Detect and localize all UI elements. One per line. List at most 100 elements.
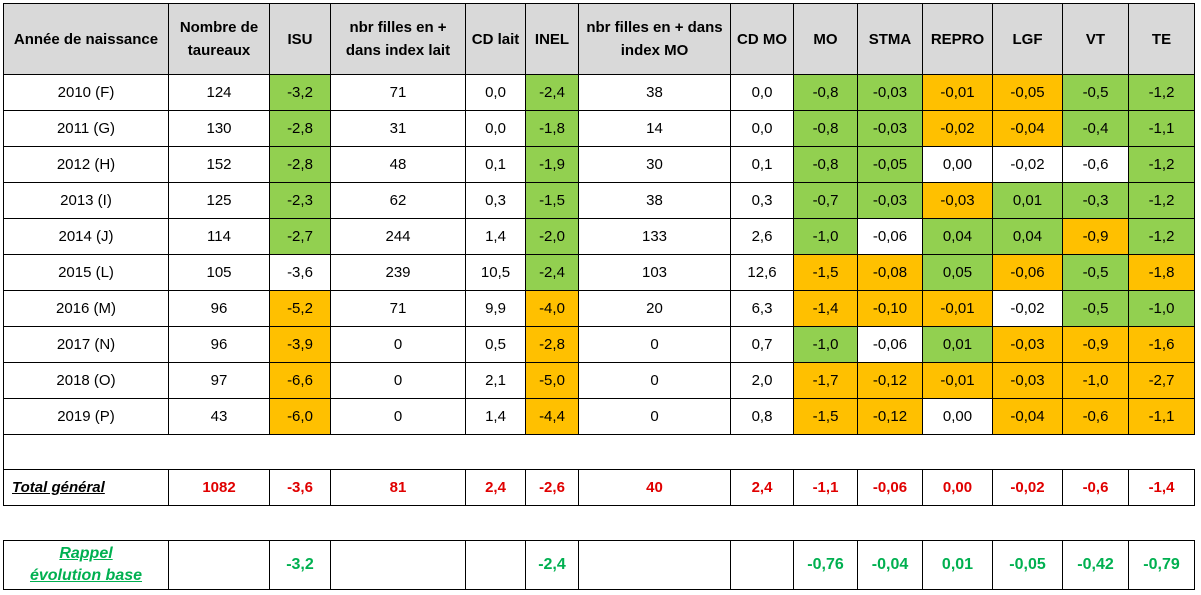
table-cell: -3,6: [269, 254, 331, 291]
table-cell: 239: [330, 254, 466, 291]
rappel-cell: [465, 540, 526, 590]
table-cell: 0: [330, 398, 466, 435]
table-cell: -1,0: [793, 326, 858, 363]
table-cell: -6,0: [269, 398, 331, 435]
table-cell: -0,03: [992, 326, 1063, 363]
table-cell: 0,1: [730, 146, 794, 183]
table-cell: -0,02: [992, 290, 1063, 327]
rappel-cell: -0,42: [1062, 540, 1129, 590]
table-cell: -0,04: [992, 110, 1063, 147]
table-cell: -4,0: [525, 290, 579, 327]
rappel-label: Rappel évolution base: [3, 540, 169, 590]
rappel-cell: -2,4: [525, 540, 579, 590]
table-cell: -2,8: [269, 110, 331, 147]
rappel-row: Rappel évolution base -3,2 -2,4 -0,76 -0,04 0,…: [3, 540, 1195, 590]
rappel-cell: -3,2: [269, 540, 331, 590]
rappel-label-line2: évolution base: [29, 567, 143, 584]
table-cell: 105: [168, 254, 270, 291]
table-cell: 1,4: [465, 218, 526, 255]
table-cell: 0,0: [465, 110, 526, 147]
table-cell: 133: [578, 218, 731, 255]
table-row: 2016 (M) 96 -5,2 71 9,9 -4,0 20 6,3 -1,4 -0,10 -0,…: [3, 290, 1195, 327]
column-header: VT: [1062, 3, 1129, 75]
table-cell: -1,0: [1062, 362, 1129, 399]
table-cell: 1,4: [465, 398, 526, 435]
table-cell: 0: [578, 398, 731, 435]
column-header: ISU: [269, 3, 331, 75]
table-cell: -2,3: [269, 182, 331, 219]
table-cell: -1,2: [1128, 182, 1195, 219]
rappel-cell: [578, 540, 731, 590]
table-cell: -0,5: [1062, 74, 1129, 111]
total-cell: 2,4: [730, 469, 794, 506]
table-cell: -0,03: [922, 182, 993, 219]
table-cell: -0,12: [857, 362, 923, 399]
column-header: TE: [1128, 3, 1195, 75]
table-cell: 0,0: [730, 110, 794, 147]
table-cell: -2,0: [525, 218, 579, 255]
table-cell: 71: [330, 290, 466, 327]
table-cell: -1,0: [793, 218, 858, 255]
table-cell: -4,4: [525, 398, 579, 435]
rappel-cell: [330, 540, 466, 590]
table-cell: 0,5: [465, 326, 526, 363]
total-cell: 0,00: [922, 469, 993, 506]
table-cell: 97: [168, 362, 270, 399]
total-row: Total général 1082 -3,6 81 2,4 -2,6 40 2,4 -1,1-…: [3, 469, 1195, 506]
table-cell: 12,6: [730, 254, 794, 291]
table-cell: -0,9: [1062, 218, 1129, 255]
table-cell: 43: [168, 398, 270, 435]
rappel-label-line1: Rappel: [59, 545, 113, 562]
column-header: REPRO: [922, 3, 993, 75]
table-cell: 14: [578, 110, 731, 147]
table-cell: -0,3: [1062, 182, 1129, 219]
table-cell: -0,7: [793, 182, 858, 219]
table-cell: -0,01: [922, 362, 993, 399]
rappel-cell: -0,79: [1128, 540, 1195, 590]
table-cell: -1,6: [1128, 326, 1195, 363]
total-cell: 1082: [168, 469, 270, 506]
table-cell: 38: [578, 182, 731, 219]
column-header: Année de naissance: [3, 3, 169, 75]
table-cell: 0,0: [730, 74, 794, 111]
table-cell: 0,01: [992, 182, 1063, 219]
table-row: 2014 (J) 114 -2,7 244 1,4 -2,0 133 2,6 -1,0 -0,06…: [3, 218, 1195, 255]
table-cell: 2,6: [730, 218, 794, 255]
column-header: STMA: [857, 3, 923, 75]
table-cell: -0,06: [857, 218, 923, 255]
column-header: INEL: [525, 3, 579, 75]
table-cell: 2,1: [465, 362, 526, 399]
total-cell: 40: [578, 469, 731, 506]
table-cell: -3,9: [269, 326, 331, 363]
table-cell: -0,03: [992, 362, 1063, 399]
total-label: Total général: [3, 469, 169, 506]
table-cell: 0,0: [465, 74, 526, 111]
rappel-cell: -0,04: [857, 540, 923, 590]
table-cell: 0,3: [730, 182, 794, 219]
table-cell: -0,05: [857, 146, 923, 183]
table-cell: -0,8: [793, 146, 858, 183]
table-row: 2010 (F) 124 -3,2 71 0,0 -2,4 38 0,0 -0,8 -0,03 -0…: [3, 74, 1195, 111]
table-cell: -1,0: [1128, 290, 1195, 327]
table-cell: 0,8: [730, 398, 794, 435]
table-cell: 130: [168, 110, 270, 147]
table-cell: -0,5: [1062, 254, 1129, 291]
table-cell: 0,1: [465, 146, 526, 183]
table-cell: -0,03: [857, 110, 923, 147]
table-cell: -1,8: [1128, 254, 1195, 291]
table-cell: 96: [168, 326, 270, 363]
table-cell: -0,04: [992, 398, 1063, 435]
table-cell: -6,6: [269, 362, 331, 399]
table-cell: 0,3: [465, 182, 526, 219]
total-cell: -2,6: [525, 469, 579, 506]
table-cell: -0,10: [857, 290, 923, 327]
total-cell: -0,02: [992, 469, 1063, 506]
table-cell: 2011 (G): [3, 110, 169, 147]
spacer-row: [3, 434, 1195, 470]
table-cell: -1,7: [793, 362, 858, 399]
table-cell: -2,8: [525, 326, 579, 363]
table-cell: 125: [168, 182, 270, 219]
table-cell: -1,2: [1128, 146, 1195, 183]
table-cell: 124: [168, 74, 270, 111]
table-cell: -0,01: [922, 74, 993, 111]
